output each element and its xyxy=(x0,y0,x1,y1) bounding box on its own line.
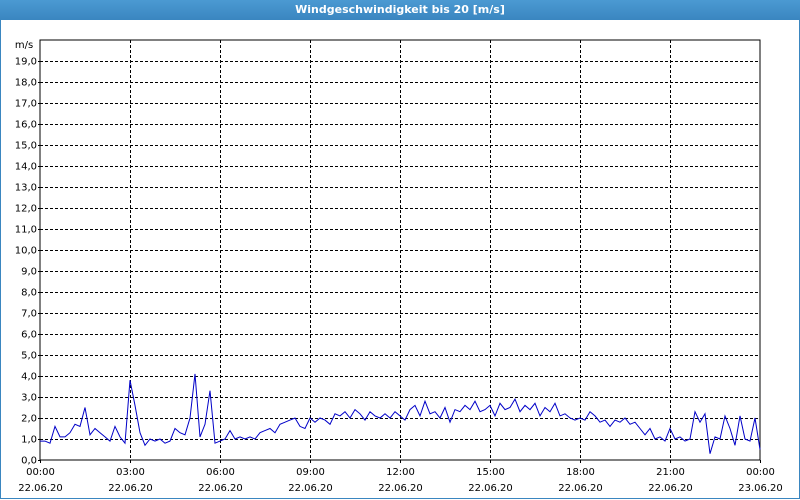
y-tick-label: 12,0 xyxy=(15,204,37,215)
y-tick-label: 15,0 xyxy=(15,141,37,152)
y-tick-label: 14,0 xyxy=(15,162,37,173)
y-tick-label: 7,0 xyxy=(21,309,37,320)
y-axis-label: m/s xyxy=(15,40,33,51)
y-tick-label: 2,0 xyxy=(21,414,37,425)
x-tick-label: 21:00 22.06.20 xyxy=(648,467,693,494)
y-tick-label: 13,0 xyxy=(15,183,37,194)
x-tick-label: 00:00 23.06.20 xyxy=(738,467,783,494)
data-line xyxy=(40,373,761,454)
y-tick-label: 16,0 xyxy=(15,120,37,131)
x-tick-label: 00:00 22.06.20 xyxy=(18,467,63,494)
x-tick-label: 09:00 22.06.20 xyxy=(288,467,333,494)
y-tick-label: 0,0 xyxy=(21,456,37,467)
chart-title: Windgeschwindigkeit bis 20 [m/s] xyxy=(0,0,800,20)
y-tick-label: 8,0 xyxy=(21,288,37,299)
y-tick-label: 18,0 xyxy=(15,78,37,89)
y-tick-label: 4,0 xyxy=(21,372,37,383)
y-tick-label: 19,0 xyxy=(15,57,37,68)
x-tick-label: 18:00 22.06.20 xyxy=(558,467,603,494)
y-tick-label: 1,0 xyxy=(21,435,37,446)
x-tick-label: 03:00 22.06.20 xyxy=(108,467,153,494)
y-tick-label: 3,0 xyxy=(21,393,37,404)
y-tick-label: 6,0 xyxy=(21,330,37,341)
x-tick-label: 12:00 22.06.20 xyxy=(378,467,423,494)
x-tick-label: 15:00 22.06.20 xyxy=(468,467,513,494)
y-tick-label: 9,0 xyxy=(21,267,37,278)
x-tick-label: 06:00 22.06.20 xyxy=(198,467,243,494)
y-tick-label: 10,0 xyxy=(15,246,37,257)
y-tick-label: 11,0 xyxy=(15,225,37,236)
y-tick-label: 5,0 xyxy=(21,351,37,362)
y-tick-label: 17,0 xyxy=(15,99,37,110)
